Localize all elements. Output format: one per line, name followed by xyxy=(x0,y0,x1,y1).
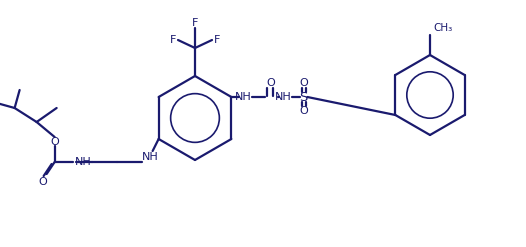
Text: F: F xyxy=(192,18,198,28)
Text: NH: NH xyxy=(142,152,159,162)
Text: CH₃: CH₃ xyxy=(433,23,452,33)
Text: O: O xyxy=(299,78,308,88)
Text: O: O xyxy=(50,137,59,147)
Text: NH: NH xyxy=(75,157,92,167)
Text: NH: NH xyxy=(275,92,292,102)
Text: O: O xyxy=(299,106,308,116)
Text: F: F xyxy=(170,35,176,45)
Text: O: O xyxy=(266,78,275,88)
Text: F: F xyxy=(214,35,220,45)
Text: S: S xyxy=(299,90,308,103)
Text: NH: NH xyxy=(235,92,252,102)
Text: O: O xyxy=(38,177,47,187)
